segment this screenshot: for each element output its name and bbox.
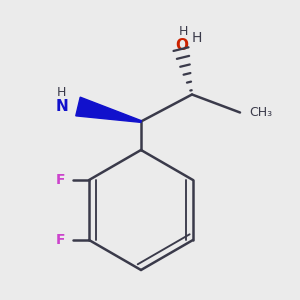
Text: H: H [178,25,188,38]
Text: H: H [57,86,66,100]
Text: N: N [55,99,68,114]
Text: O: O [175,38,188,52]
Text: CH₃: CH₃ [249,106,272,119]
Text: F: F [56,173,65,187]
Polygon shape [76,97,141,122]
Text: F: F [56,233,65,247]
Text: H: H [192,31,202,44]
